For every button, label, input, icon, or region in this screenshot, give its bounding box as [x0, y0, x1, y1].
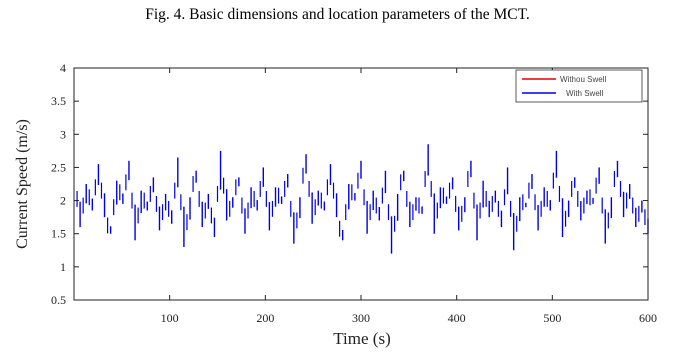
x-tick-label: 400 [448, 311, 466, 325]
x-tick-label: 300 [352, 311, 370, 325]
x-tick-label: 500 [543, 311, 561, 325]
x-tick-label: 600 [639, 311, 657, 325]
series-with-swell [76, 144, 649, 254]
y-tick-label: 4 [60, 61, 66, 75]
legend-box [515, 69, 643, 103]
y-tick-label: 1 [60, 260, 66, 274]
legend-label-without-swell: Withou Swell [560, 75, 606, 84]
y-tick-label: 0.5 [51, 293, 66, 307]
y-tick-label: 3.5 [51, 94, 66, 108]
y-tick-label: 1.5 [51, 227, 66, 241]
x-tick-label: 100 [161, 311, 179, 325]
y-tick-label: 2.5 [51, 160, 66, 174]
plot-area [74, 68, 648, 300]
x-tick-label: 200 [256, 311, 274, 325]
y-tick-label: 3 [60, 127, 66, 141]
figure-caption: Fig. 4. Basic dimensions and location pa… [145, 6, 530, 23]
legend: Withou Swell With Swell [515, 69, 643, 103]
y-tick-label: 2 [60, 194, 66, 208]
x-axis-label: Time (s) [333, 329, 390, 348]
y-axis-label: Current Speed (m/s) [14, 119, 31, 249]
legend-label-with-swell: With Swell [566, 89, 604, 98]
